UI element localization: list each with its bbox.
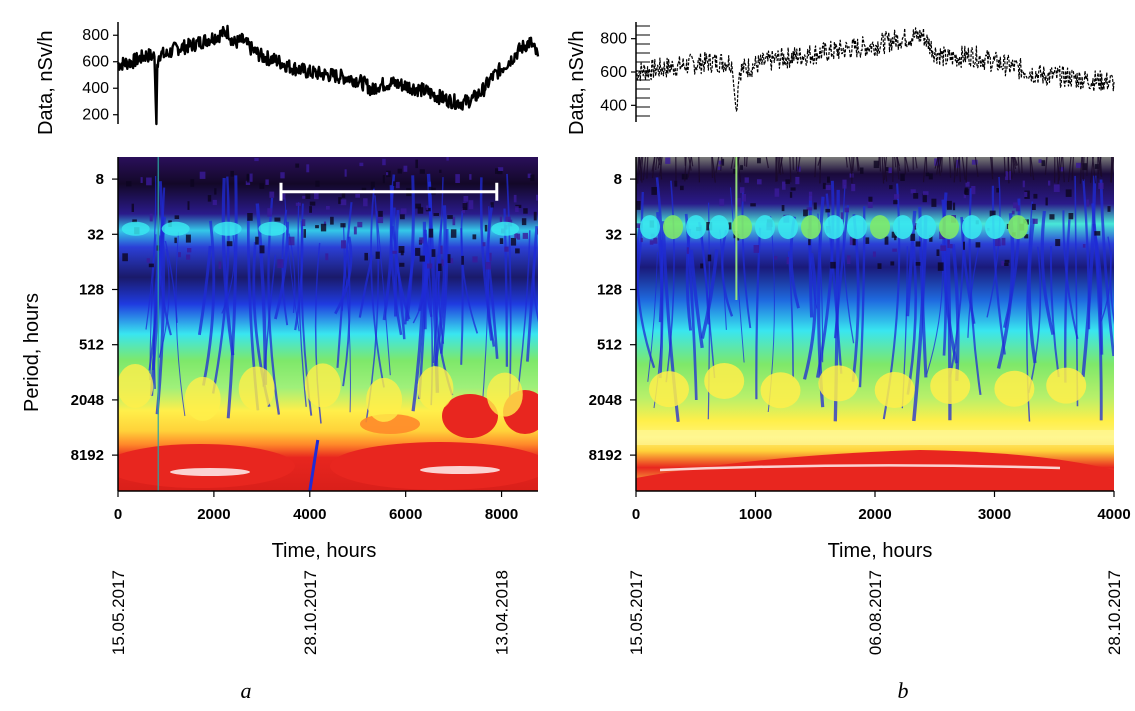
period-tick-label: 32 <box>87 226 104 243</box>
y-tick-label: 600 <box>82 54 109 71</box>
time-tick-label: 8000 <box>485 506 518 523</box>
y-ticks-top-b: 800 600 400 <box>600 25 650 117</box>
period-tick-label: 8192 <box>71 447 104 464</box>
panel-label-b: b <box>898 678 909 703</box>
time-tick-label: 2000 <box>858 506 891 523</box>
series-line-a <box>116 24 540 126</box>
period-tick-label: 512 <box>597 337 622 354</box>
time-tick-label: 4000 <box>1097 506 1130 523</box>
panel-label-a: a <box>241 678 252 703</box>
x-ticks-b: 0 1000 2000 3000 4000 <box>632 491 1131 523</box>
period-tick-label: 2048 <box>71 392 104 409</box>
y-tick-label: 800 <box>600 31 627 48</box>
time-tick-label: 2000 <box>197 506 230 523</box>
dates-a: 15.05.2017 28.10.2017 13.04.2018 <box>109 570 512 655</box>
period-tick-label: 2048 <box>589 392 622 409</box>
series-line-b <box>635 27 1115 112</box>
y-tick-label: 400 <box>600 97 627 114</box>
series-plot-b: 800 600 400 Data, nSv/h <box>566 22 1115 135</box>
y-tick-label: 400 <box>82 80 109 97</box>
time-tick-label: 0 <box>632 506 640 523</box>
time-tick-label: 4000 <box>293 506 326 523</box>
spectrogram-a: 8 32 128 512 2048 8192 0 2000 4000 6000 8000 Peri… <box>21 157 538 703</box>
date-label: 28.10.2017 <box>301 570 320 655</box>
time-tick-label: 1000 <box>739 506 772 523</box>
y-tick-label: 600 <box>600 64 627 81</box>
spectrogram-b: 8 32 128 512 2048 8192 0 1000 2000 3000 4000 Time… <box>589 157 1131 703</box>
date-label: 28.10.2017 <box>1105 570 1124 655</box>
x-ticks-a: 0 2000 4000 6000 8000 <box>114 491 518 523</box>
time-tick-label: 0 <box>114 506 122 523</box>
y-tick-label: 200 <box>82 107 109 124</box>
y-axis-label-data-b: Data, nSv/h <box>566 30 588 135</box>
period-tick-label: 8192 <box>589 447 622 464</box>
date-label: 06.08.2017 <box>866 570 885 655</box>
spectrogram-b-detail <box>636 157 1114 491</box>
y-ticks-period-a: 8 32 128 512 2048 8192 <box>71 171 118 464</box>
x-axis-label-b: Time, hours <box>828 540 933 562</box>
period-tick-label: 32 <box>605 226 622 243</box>
period-tick-label: 128 <box>79 281 104 298</box>
x-axis-label-a: Time, hours <box>272 540 377 562</box>
dates-b: 15.05.2017 06.08.2017 28.10.2017 <box>627 570 1124 655</box>
period-tick-label: 512 <box>79 337 104 354</box>
series-plot-a: 800 600 400 200 Data, nSv/h <box>35 22 540 135</box>
period-tick-label: 8 <box>614 171 622 188</box>
date-label: 15.05.2017 <box>109 570 128 655</box>
period-tick-label: 8 <box>96 171 104 188</box>
date-label: 13.04.2018 <box>493 570 512 655</box>
time-tick-label: 6000 <box>389 506 422 523</box>
period-tick-label: 128 <box>597 281 622 298</box>
y-axis-label-data-a: Data, nSv/h <box>35 30 57 135</box>
y-ticks-top-a: 800 600 400 200 <box>82 27 118 124</box>
time-tick-label: 3000 <box>978 506 1011 523</box>
y-axis-label-period: Period, hours <box>21 293 43 412</box>
date-label: 15.05.2017 <box>627 570 646 655</box>
y-tick-label: 800 <box>82 27 109 44</box>
y-ticks-period-b: 8 32 128 512 2048 8192 <box>589 171 636 464</box>
